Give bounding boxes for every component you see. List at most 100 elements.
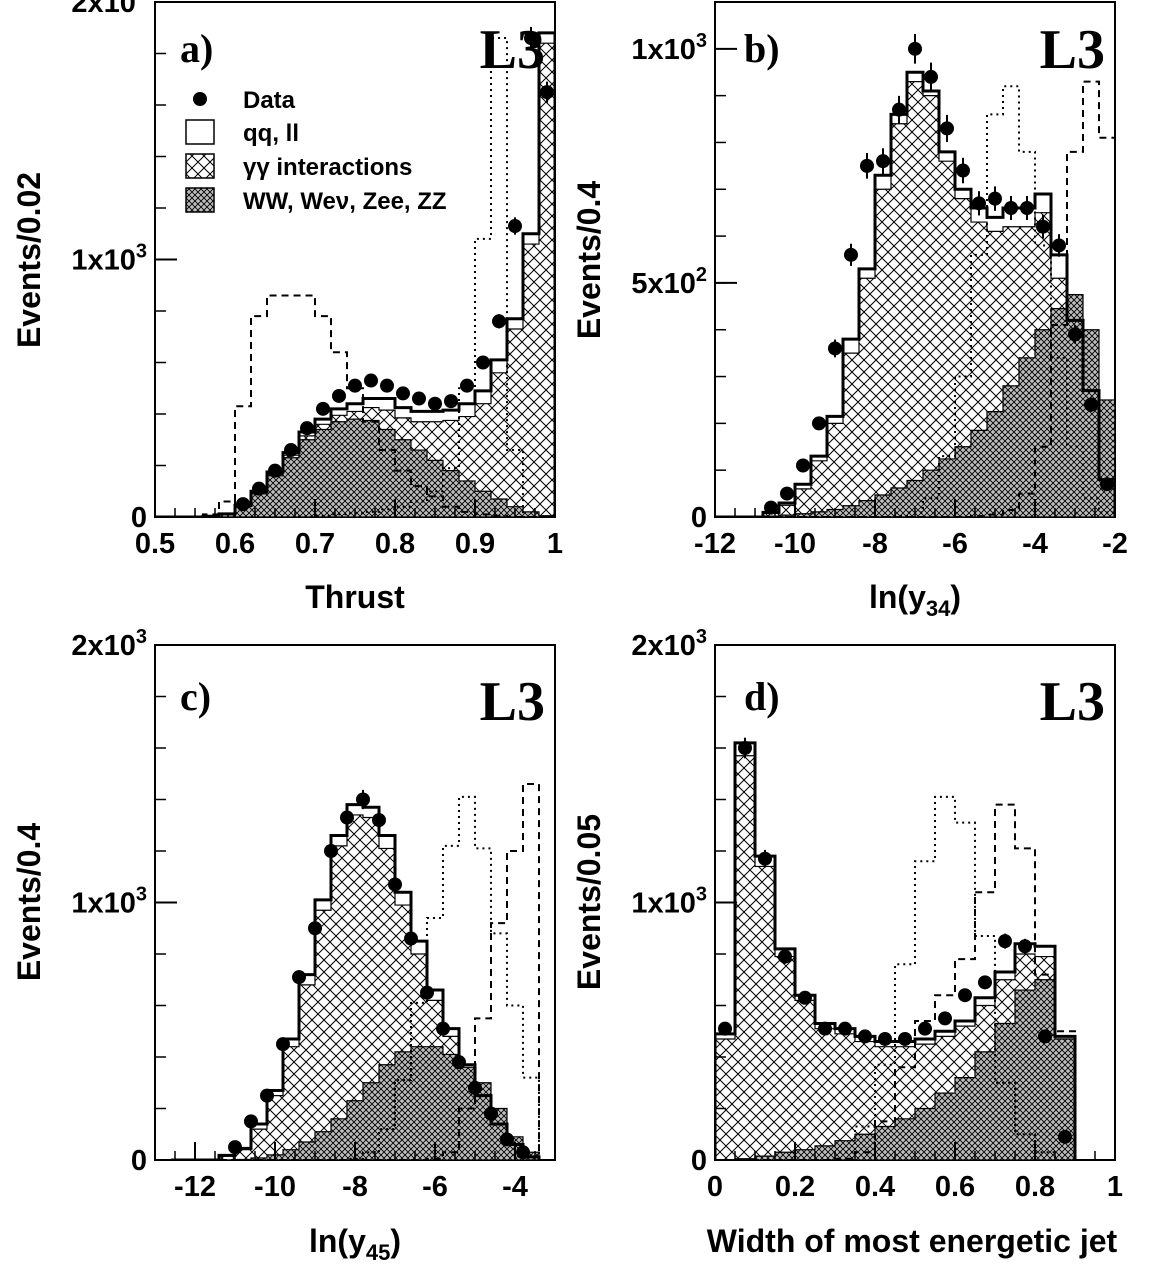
data-point [348,378,362,393]
y-tick-label: 0 [691,1145,707,1177]
y-tick-label: 1x103 [631,30,707,66]
panel-a-plot-area [155,26,555,517]
panel-d: d) L3 Width of most energetic jet Events… [571,626,1123,1259]
legend-gg-label: γγ interactions [243,154,412,181]
x-tick-label: 0.2 [775,1171,815,1203]
panel-b-l3-logo: L3 [1040,19,1105,81]
data-point [778,949,792,964]
data-point [356,792,370,807]
data-point [364,373,378,388]
data-point [1036,219,1050,234]
panel-b-x-title: ln(y34) [869,579,961,621]
data-point [860,158,874,173]
data-point [244,1114,258,1129]
data-point [878,1031,892,1046]
data-point [1038,1029,1052,1044]
legend-qq-swatch [185,119,215,145]
data-point [268,463,282,478]
x-tick-label: -4 [502,1171,528,1203]
panel-b-y-ticks: 0 5x102 1x103 [631,1,737,534]
data-point [798,990,812,1005]
legend-qq-label: qq, ll [243,120,299,147]
data-point [958,988,972,1003]
data-point [492,314,506,329]
panel-a-l3-logo: L3 [480,19,545,81]
x-tick-label: 1 [1107,1171,1123,1203]
panel-b: b) L3 ln(y34) Events/0.4 -12 -10 -8 -6 -4 -2 … [571,1,1128,621]
x-tick-label: -10 [254,1171,296,1203]
series-crosshatch-filled-histogram [715,979,1076,1160]
data-point [940,121,954,136]
panel-c-x-ticks: -12 -10 -8 -6 -4 [154,1142,556,1203]
data-point [284,443,298,458]
x-tick-label: 0 [707,1171,723,1203]
series-dashed-histogram [715,803,1076,1160]
data-point [468,1080,482,1095]
data-point [316,401,330,416]
panel-b-y-title: Events/0.4 [571,181,607,340]
data-point [892,102,906,117]
x-tick-label: -8 [342,1171,368,1203]
x-tick-label: -12 [694,528,736,560]
data-point [524,31,538,46]
panel-c-l3-logo: L3 [480,671,545,733]
panel-b-label: b) [744,26,780,71]
panel-a-label: a) [180,26,213,71]
data-point [818,1021,832,1036]
panel-d-y-ticks: 0 1x103 2x103 [631,626,737,1177]
data-point [1004,201,1018,215]
data-point [1100,477,1114,492]
y-tick-label: 0 [131,502,147,534]
data-point [540,85,554,100]
data-point [252,481,266,496]
panel-c-plot-area [171,783,541,1160]
data-point [380,378,394,393]
x-tick-label: 0.9 [455,528,495,560]
data-point [300,421,314,436]
legend-ww-swatch [185,187,215,213]
data-point [332,388,346,403]
data-point [978,975,992,990]
data-point [858,1029,872,1044]
legend: Data qq, ll γγ interactions WW, Weν, Zee… [185,87,447,215]
legend-data-label: Data [243,87,296,114]
series-dotted-histogram [715,795,1075,1160]
data-point [718,1021,732,1036]
data-point [908,41,922,56]
data-point [396,386,410,401]
panel-a-y-ticks: 0 1x103 2x103 [71,0,177,534]
data-point [292,970,306,985]
data-point [484,1106,498,1121]
panel-c-y-title: Events/0.4 [11,823,47,982]
series-dashed-histogram [715,80,1115,517]
data-point [838,1021,852,1036]
data-point [780,486,794,501]
legend-data-marker [193,92,207,106]
y-tick-label: 1x103 [71,884,147,920]
panel-a-x-title: Thrust [305,579,405,615]
data-point [1084,397,1098,412]
panel-c-label: c) [180,674,211,719]
legend-ww-label: WW, Weν, Zee, ZZ [243,188,447,215]
data-point [500,1132,514,1147]
series-open-histogram [715,70,1115,517]
y-tick-label: 1x103 [631,884,707,920]
y-tick-label: 5x102 [631,264,707,300]
data-point [516,1145,530,1160]
panel-d-plot-area [715,737,1077,1160]
data-point [340,810,354,825]
data-point [420,985,434,1000]
data-point [428,396,442,411]
panel-c: c) L3 ln(y45) Events/0.4 -12 -10 -8 -6 -4 0 1… [11,626,556,1265]
x-tick-label: 0.8 [1015,1171,1055,1203]
data-point [372,813,386,828]
data-point [938,1011,952,1026]
data-point [796,458,810,473]
panel-d-x-title: Width of most energetic jet [707,1223,1118,1259]
x-tick-label: 0.6 [215,528,255,560]
data-point [388,877,402,892]
x-tick-label: -2 [1102,528,1128,560]
data-point [738,741,752,755]
data-point [508,219,522,234]
